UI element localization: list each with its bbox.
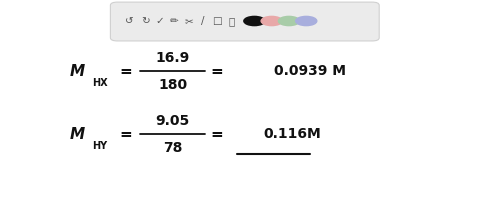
Text: HY: HY: [92, 141, 108, 151]
Text: ✂: ✂: [184, 16, 193, 26]
Text: ↺: ↺: [125, 16, 134, 26]
Text: /: /: [201, 16, 204, 26]
Text: 16.9: 16.9: [156, 51, 190, 65]
Circle shape: [261, 16, 282, 26]
Text: =: =: [211, 127, 223, 142]
Text: 0.0939 M: 0.0939 M: [274, 64, 346, 78]
Text: □: □: [212, 16, 222, 26]
Text: =: =: [211, 64, 223, 79]
Circle shape: [244, 16, 265, 26]
Text: =: =: [120, 127, 132, 142]
Text: 0.116M: 0.116M: [263, 127, 321, 141]
Text: ✓: ✓: [156, 16, 164, 26]
FancyBboxPatch shape: [110, 2, 379, 41]
Text: M: M: [70, 64, 85, 79]
Text: ↻: ↻: [141, 16, 150, 26]
Text: 180: 180: [158, 78, 187, 92]
Text: ⬜: ⬜: [228, 16, 235, 26]
Text: M: M: [70, 127, 85, 142]
Text: 9.05: 9.05: [156, 114, 190, 128]
Text: 78: 78: [163, 141, 182, 155]
Text: =: =: [120, 64, 132, 79]
Text: HX: HX: [92, 78, 108, 88]
Text: ✏: ✏: [169, 16, 178, 26]
Circle shape: [278, 16, 300, 26]
Circle shape: [296, 16, 317, 26]
